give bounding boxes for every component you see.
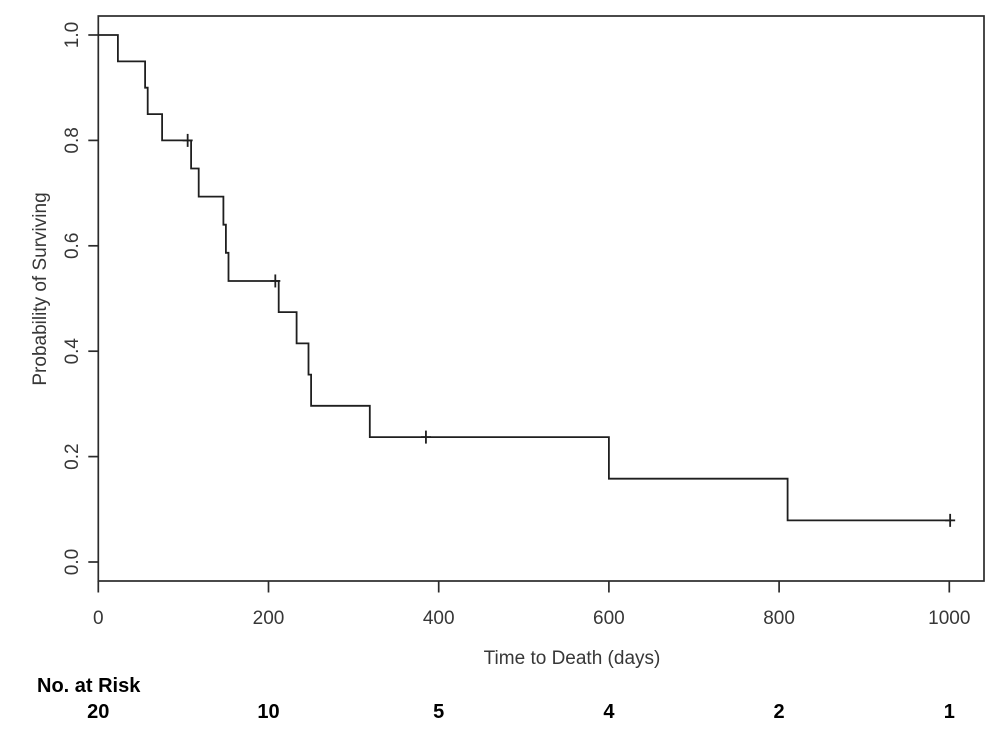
at-risk-value: 5 xyxy=(433,701,444,723)
plot-box xyxy=(97,15,985,582)
x-tick-label: 600 xyxy=(593,608,625,629)
censor-marks xyxy=(182,133,956,527)
survival-curve xyxy=(98,34,951,522)
x-tick-label: 0 xyxy=(93,608,104,629)
y-axis-ticks: 0.0 0.2 0.4 0.6 0.8 1.0 xyxy=(62,22,99,575)
y-tick-label: 0.6 xyxy=(62,233,83,259)
y-axis-title: Probability of Surviving xyxy=(30,192,51,385)
at-risk-values: 20 10 5 4 2 1 xyxy=(87,701,955,723)
y-tick-label: 0.2 xyxy=(62,443,83,469)
at-risk-label: No. at Risk xyxy=(37,675,141,697)
x-tick-label: 1000 xyxy=(928,608,970,629)
at-risk-value: 10 xyxy=(257,701,279,723)
at-risk-value: 2 xyxy=(774,701,785,723)
x-axis-title: Time to Death (days) xyxy=(484,648,661,669)
x-tick-label: 400 xyxy=(423,608,455,629)
at-risk-value: 1 xyxy=(944,701,955,723)
at-risk-value: 20 xyxy=(87,701,109,723)
y-tick-label: 1.0 xyxy=(62,22,83,48)
x-axis-ticks: 0 200 400 600 800 1000 xyxy=(93,581,970,629)
x-tick-label: 800 xyxy=(763,608,795,629)
y-tick-label: 0.8 xyxy=(62,127,83,153)
x-tick-label: 200 xyxy=(253,608,285,629)
y-tick-label: 0.4 xyxy=(62,338,83,365)
y-tick-label: 0.0 xyxy=(62,549,83,575)
at-risk-value: 4 xyxy=(603,701,615,723)
